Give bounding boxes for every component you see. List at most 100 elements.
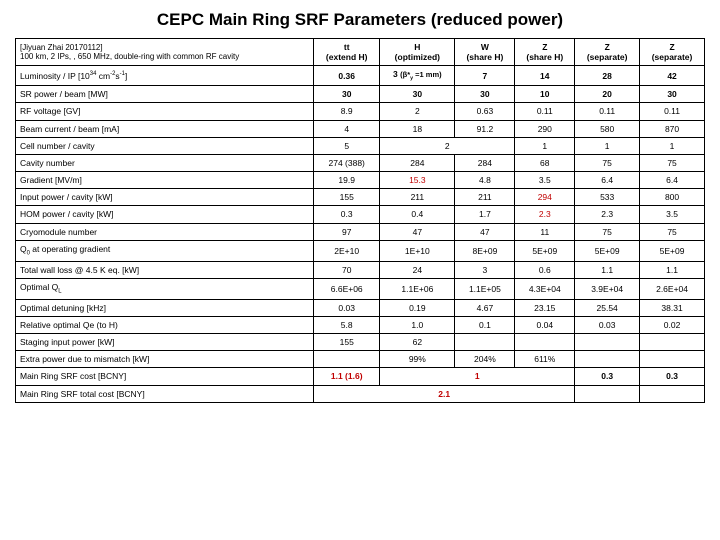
table-cell: 3 (β*y =1 mm) [380, 66, 455, 86]
table-cell: 0.1 [455, 316, 515, 333]
table-row: Gradient [MV/m]19.915.34.83.56.46.4 [16, 172, 705, 189]
table-cell: 75 [575, 223, 640, 240]
table-cell: 0.63 [455, 103, 515, 120]
table-cell: 75 [640, 154, 705, 171]
table-cell: 1.1 (1.6) [314, 368, 380, 385]
table-cell: 30 [314, 86, 380, 103]
table-cell: 284 [380, 154, 455, 171]
table-cell: 47 [380, 223, 455, 240]
col-header: W(share H) [455, 39, 515, 66]
table-cell: 4 [314, 120, 380, 137]
table-cell: 8.9 [314, 103, 380, 120]
row-label: Cell number / cavity [16, 137, 314, 154]
row-label: Luminosity / IP [1034 cm-2s-1] [16, 66, 314, 86]
table-cell: 99% [380, 351, 455, 368]
table-row: Relative optimal Qe (to H)5.81.00.10.040… [16, 316, 705, 333]
table-cell: 1.1E+05 [455, 278, 515, 299]
table-cell: 20 [575, 86, 640, 103]
row-label: RF voltage [GV] [16, 103, 314, 120]
table-row: Cryomodule number974747117575 [16, 223, 705, 240]
row-label: Input power / cavity [kW] [16, 189, 314, 206]
table-row: Optimal QL6.6E+061.1E+061.1E+054.3E+043.… [16, 278, 705, 299]
table-cell: 70 [314, 261, 380, 278]
table-row: Cell number / cavity52111 [16, 137, 705, 154]
table-cell: 1.7 [455, 206, 515, 223]
table-cell: 3.5 [640, 206, 705, 223]
table-row: Q0 at operating gradient2E+101E+108E+095… [16, 240, 705, 261]
srf-params-table: [Jiyuan Zhai 20170112]100 km, 2 IPs, , 6… [15, 38, 705, 403]
table-row: Cavity number274 (388)284284687575 [16, 154, 705, 171]
table-cell [314, 351, 380, 368]
table-cell: 30 [380, 86, 455, 103]
table-cell: 274 (388) [314, 154, 380, 171]
table-row: Main Ring SRF total cost [BCNY]2.1 [16, 385, 705, 402]
table-row: Total wall loss @ 4.5 K eq. [kW]702430.6… [16, 261, 705, 278]
table-cell: 4.8 [455, 172, 515, 189]
row-label: Main Ring SRF total cost [BCNY] [16, 385, 314, 402]
table-cell: 155 [314, 334, 380, 351]
table-cell [575, 334, 640, 351]
table-cell: 1.1 [640, 261, 705, 278]
row-label: SR power / beam [MW] [16, 86, 314, 103]
table-row: SR power / beam [MW]303030102030 [16, 86, 705, 103]
table-cell: 97 [314, 223, 380, 240]
table-cell: 611% [515, 351, 575, 368]
table-cell: 0.02 [640, 316, 705, 333]
row-label: HOM power / cavity [kW] [16, 206, 314, 223]
table-header-row: [Jiyuan Zhai 20170112]100 km, 2 IPs, , 6… [16, 39, 705, 66]
col-header: Z(share H) [515, 39, 575, 66]
table-cell: 4.3E+04 [515, 278, 575, 299]
table-cell: 4.67 [455, 299, 515, 316]
table-cell: 19.9 [314, 172, 380, 189]
table-cell: 2.3 [515, 206, 575, 223]
table-cell: 284 [455, 154, 515, 171]
table-cell [640, 385, 705, 402]
table-cell: 1E+10 [380, 240, 455, 261]
table-cell: 14 [515, 66, 575, 86]
header-note: [Jiyuan Zhai 20170112]100 km, 2 IPs, , 6… [16, 39, 314, 66]
table-cell: 5E+09 [640, 240, 705, 261]
table-cell: 1 [640, 137, 705, 154]
table-cell: 24 [380, 261, 455, 278]
table-cell: 0.04 [515, 316, 575, 333]
row-label: Cavity number [16, 154, 314, 171]
table-row: Optimal detuning [kHz]0.030.194.6723.152… [16, 299, 705, 316]
table-cell: 0.36 [314, 66, 380, 86]
row-label: Optimal QL [16, 278, 314, 299]
table-row: Staging input power [kW]15562 [16, 334, 705, 351]
row-label: Gradient [MV/m] [16, 172, 314, 189]
table-cell: 1.0 [380, 316, 455, 333]
table-cell: 800 [640, 189, 705, 206]
table-cell: 0.03 [314, 299, 380, 316]
row-label: Relative optimal Qe (to H) [16, 316, 314, 333]
table-cell: 1.1 [575, 261, 640, 278]
table-row: Beam current / beam [mA]41891.2290580870 [16, 120, 705, 137]
table-cell: 2.3 [575, 206, 640, 223]
table-cell: 75 [575, 154, 640, 171]
table-cell: 3.9E+04 [575, 278, 640, 299]
col-header: Z(separate) [575, 39, 640, 66]
table-cell: 25.54 [575, 299, 640, 316]
table-cell: 580 [575, 120, 640, 137]
table-cell: 18 [380, 120, 455, 137]
col-header: H(optimized) [380, 39, 455, 66]
table-cell: 68 [515, 154, 575, 171]
row-label: Optimal detuning [kHz] [16, 299, 314, 316]
table-cell: 0.6 [515, 261, 575, 278]
table-cell: 5E+09 [515, 240, 575, 261]
table-row: Main Ring SRF cost [BCNY]1.1 (1.6)10.30.… [16, 368, 705, 385]
table-cell: 2 [380, 137, 515, 154]
table-cell: 30 [455, 86, 515, 103]
table-cell: 1.1E+06 [380, 278, 455, 299]
table-cell: 204% [455, 351, 515, 368]
table-row: Extra power due to mismatch [kW]99%204%6… [16, 351, 705, 368]
table-cell: 1 [515, 137, 575, 154]
table-cell [515, 334, 575, 351]
row-label: Q0 at operating gradient [16, 240, 314, 261]
table-cell: 0.03 [575, 316, 640, 333]
table-cell: 28 [575, 66, 640, 86]
table-cell: 0.11 [515, 103, 575, 120]
table-cell: 2 [380, 103, 455, 120]
table-cell: 47 [455, 223, 515, 240]
table-cell: 1 [380, 368, 575, 385]
